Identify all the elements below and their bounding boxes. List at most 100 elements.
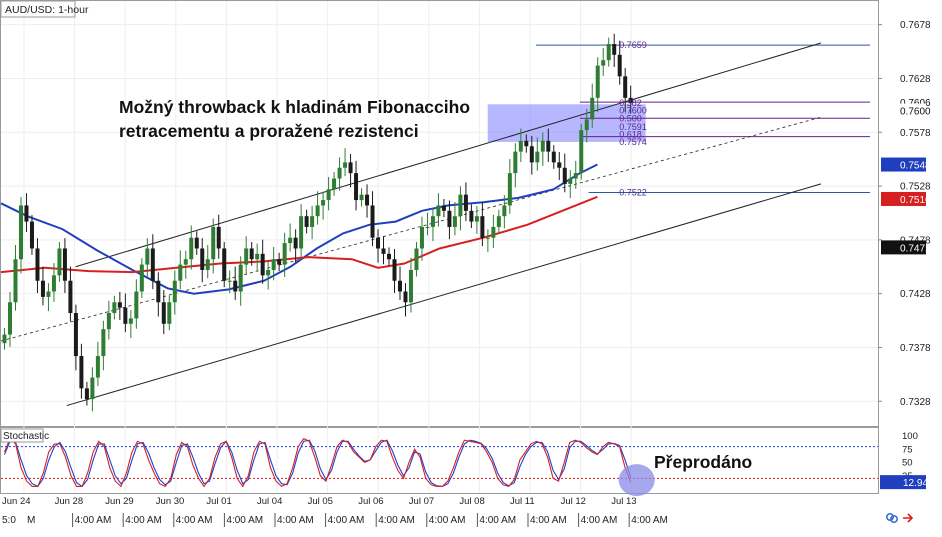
stoch-panel-frame	[0, 427, 879, 494]
candle-body	[8, 302, 13, 335]
candle-body	[123, 307, 128, 324]
candle-body	[90, 377, 95, 400]
candle-body	[463, 194, 468, 211]
candle-body	[573, 173, 578, 179]
price-tag-box	[881, 240, 926, 255]
time-tick-label: 4:00 AM	[125, 515, 162, 526]
candle-body	[167, 302, 172, 324]
price-axis: 0.76780.76280.75780.75280.74780.74280.73…	[878, 20, 931, 408]
candle-body	[397, 280, 402, 292]
candle-body	[178, 264, 183, 281]
candle-body	[387, 253, 392, 260]
price-tag-label: 0.7600	[900, 107, 931, 118]
price-tick-label: 0.7628	[900, 74, 931, 85]
candle-body	[359, 194, 364, 201]
arrow-icon[interactable]	[903, 513, 914, 523]
candle-body	[73, 313, 78, 357]
candle-body	[370, 205, 375, 238]
candle-body	[304, 216, 309, 227]
candle-body	[474, 216, 479, 222]
candle-body	[452, 216, 457, 227]
candle-body	[584, 119, 589, 131]
candle-body	[249, 248, 254, 260]
stoch-label-box	[0, 428, 44, 443]
candle-body	[343, 162, 348, 168]
trend-channel	[0, 42, 822, 407]
candle-body	[579, 130, 584, 174]
price-tick-label: 0.7378	[900, 343, 931, 354]
ema_blue-line	[0, 163, 598, 295]
candle-body	[524, 140, 529, 147]
candle-body	[51, 275, 56, 292]
candle-body	[271, 259, 276, 270]
stoch-current-tag	[880, 475, 926, 490]
stoch-tick-label: 100	[902, 431, 918, 442]
candle-body	[348, 162, 353, 174]
date-tick-label: Jul 06	[358, 496, 383, 507]
candle-body	[551, 151, 556, 163]
candle-body	[480, 216, 485, 238]
price-tag-label: 0.7548	[900, 161, 931, 172]
stoch-tick-label: 75	[902, 444, 913, 455]
candle-body	[150, 248, 155, 281]
candle-body	[513, 151, 518, 174]
resistance-zone	[487, 104, 646, 142]
time-tick-label: 4:00 AM	[328, 515, 365, 526]
fib-label: 0.7591	[619, 122, 647, 132]
moving-averages	[0, 163, 598, 295]
ema_red-line	[0, 195, 598, 274]
price-tick-label: 0.7678	[900, 20, 931, 31]
candle-body	[222, 248, 227, 281]
candle-body	[381, 248, 386, 254]
candle-body	[392, 259, 397, 281]
candle-body	[255, 253, 260, 260]
candle-body	[68, 280, 73, 314]
candle-body	[194, 237, 199, 249]
candle-body	[211, 226, 216, 260]
candle-body	[57, 248, 62, 276]
date-tick-label: Jul 12	[561, 496, 586, 507]
candle-body	[436, 205, 441, 217]
time-tick-label: 4:00 AM	[378, 515, 415, 526]
candle-body	[183, 259, 188, 265]
candle-body	[491, 226, 496, 238]
annotation-line-2: retracementu a proražené rezistenci	[119, 121, 419, 141]
candle-body	[507, 173, 512, 206]
stoch-current-label: 12.94	[903, 478, 928, 489]
stoch-label: Stochastic	[3, 431, 49, 442]
date-tick-label: Jul 08	[459, 496, 484, 507]
candle-body	[106, 313, 111, 330]
candle-body	[95, 356, 100, 378]
price-tick-label: 0.7578	[900, 128, 931, 139]
date-tick-label: Jul 11	[510, 496, 535, 507]
candle-body	[403, 291, 408, 303]
link-icon[interactable]	[885, 512, 899, 524]
candle-body	[189, 237, 194, 260]
date-tick-label: Jun 28	[55, 496, 84, 507]
fib-zone-rect	[487, 104, 646, 142]
symbol-label-box	[0, 0, 76, 18]
candle-body	[84, 388, 89, 400]
fib-label: 0.382	[619, 98, 642, 108]
time-tick-label: 4:00 AM	[530, 515, 567, 526]
candle-body	[425, 226, 430, 228]
candle-body	[430, 216, 435, 227]
candle-body	[134, 291, 139, 319]
candle-body	[145, 248, 150, 265]
fib-label: 0.7574	[619, 137, 647, 147]
candle-body	[623, 76, 628, 98]
candle-body	[419, 226, 424, 249]
price-tick-label: 0.7528	[900, 182, 931, 193]
candle-body	[2, 334, 7, 344]
fib-label: 0.618	[619, 129, 642, 139]
date-tick-label: Jul 05	[308, 496, 333, 507]
candle-body	[79, 356, 84, 389]
candle-body	[612, 44, 617, 55]
candle-body	[205, 259, 210, 270]
price-tick-label: 0.7328	[900, 397, 931, 408]
candle-body	[441, 205, 446, 211]
candle-body	[617, 54, 622, 77]
candle-body	[546, 140, 551, 152]
price-tag-label: 0.7516	[900, 195, 931, 206]
